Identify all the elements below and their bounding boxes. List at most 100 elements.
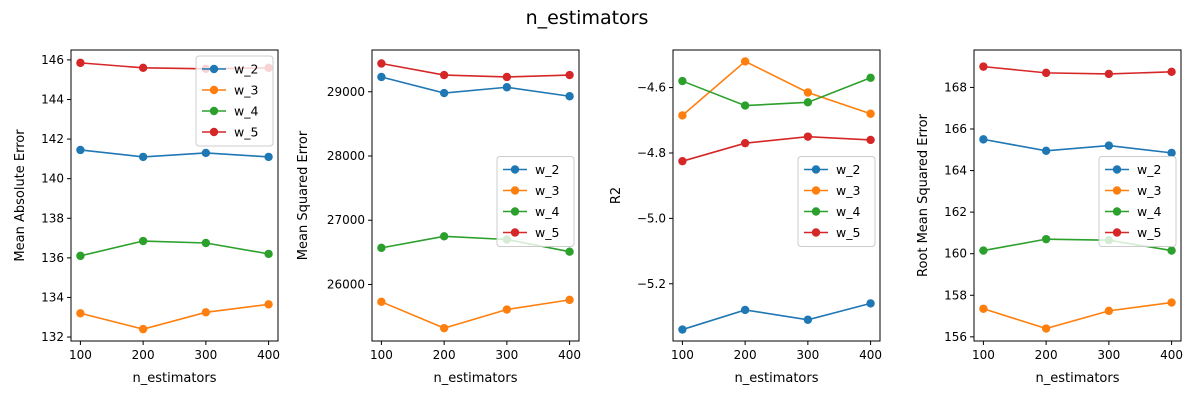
legend-swatch-marker: [1112, 207, 1122, 216]
x-tick-label: 100: [370, 348, 393, 362]
series-line-w_3: [681, 60, 871, 116]
data-point-w_3: [565, 295, 574, 305]
series-line-w_5: [381, 62, 570, 78]
series-line-w_2: [381, 76, 570, 98]
legend-swatch-marker: [1112, 228, 1122, 237]
series-line-w_5: [983, 65, 1172, 75]
legend-swatch-marker: [811, 165, 821, 174]
data-point-w_5: [377, 59, 386, 68]
x-axis-label: n_estimators: [132, 371, 216, 386]
x-tick-label: 400: [1160, 348, 1183, 362]
data-point-w_3: [1104, 306, 1114, 316]
data-point-w_2: [1041, 146, 1051, 156]
legend-label: w_3: [535, 183, 559, 198]
legend-label: w_4: [1137, 204, 1161, 219]
legend-swatch-marker: [811, 228, 821, 237]
y-tick-label: −4.8: [637, 146, 666, 160]
legend-swatch-marker: [1112, 165, 1122, 174]
legend: w_2 w_3 w_4 w_5: [797, 156, 876, 247]
series-line-w_2: [80, 149, 269, 158]
chart-panel-1: 100 200 300 400 n_estimators 132 134 136 138 140 1…: [13, 49, 280, 386]
y-axis-label: R2: [609, 187, 624, 204]
legend-label: w_2: [1137, 162, 1161, 177]
data-point-w_5: [979, 62, 988, 71]
series-line-w_4: [80, 240, 269, 257]
data-point-w_3: [502, 305, 512, 314]
data-point-w_3: [979, 304, 988, 313]
x-axis-label: n_estimators: [734, 371, 818, 386]
series-line-w_2: [983, 138, 1172, 154]
legend-swatch-marker: [811, 207, 821, 216]
y-tick-label: 146: [41, 53, 64, 67]
y-tick-label: −5.0: [637, 211, 666, 225]
y-axis-label: Mean Squared Error: [296, 130, 311, 260]
x-tick-label: 400: [558, 348, 581, 362]
y-tick-label: 158: [944, 288, 967, 302]
data-point-w_3: [678, 111, 687, 120]
y-tick-label: 132: [41, 330, 64, 344]
chart-panel-2: 100 200 300 400 n_estimators 26000 27000 28000 2…: [296, 49, 581, 386]
legend-label: w_3: [234, 83, 258, 98]
data-point-w_4: [1041, 234, 1051, 244]
data-point-w_4: [76, 251, 85, 261]
data-point-w_4: [979, 246, 988, 255]
data-point-w_4: [678, 76, 687, 86]
y-tick-label: 28000: [327, 149, 365, 163]
x-tick-label: 300: [796, 348, 819, 362]
data-point-w_5: [439, 70, 449, 80]
data-point-w_5: [803, 132, 813, 141]
data-point-w_5: [565, 70, 574, 80]
data-point-w_4: [201, 238, 211, 248]
legend-swatch-marker: [209, 127, 219, 137]
data-point-w_2: [264, 152, 273, 162]
legend-label: w_2: [234, 62, 258, 77]
x-tick-label: 200: [132, 348, 155, 362]
data-point-w_2: [138, 152, 148, 162]
data-point-w_3: [803, 88, 813, 97]
data-point-w_3: [138, 324, 148, 334]
data-point-w_2: [1167, 148, 1176, 158]
x-tick-label: 400: [859, 348, 882, 362]
series-line-w_4: [682, 77, 871, 107]
legend-label: w_4: [836, 204, 860, 219]
y-tick-label: 166: [944, 122, 967, 136]
data-point-w_2: [866, 299, 875, 308]
legend-swatch-marker: [510, 207, 520, 216]
data-point-w_5: [138, 63, 148, 73]
data-point-w_5: [1104, 69, 1114, 79]
chart-panel-3: 100 200 300 400 n_estimators −5.2 −5.0 −4.8 −4.6…: [609, 49, 882, 386]
legend-box: [195, 55, 274, 147]
y-tick-label: 160: [944, 247, 967, 261]
legend-label: w_3: [1137, 183, 1161, 198]
y-tick-label: 164: [944, 164, 967, 178]
x-tick-label: 300: [194, 348, 217, 362]
data-point-w_2: [502, 83, 512, 92]
legend-swatch-marker: [510, 165, 520, 174]
x-axis-label: n_estimators: [433, 371, 517, 386]
plot-frame: [70, 49, 279, 342]
legend-box: [797, 156, 876, 247]
x-tick-label: 200: [1035, 348, 1058, 362]
series-line-w_2: [682, 302, 871, 331]
legend-label: w_3: [836, 183, 860, 198]
y-tick-label: 168: [944, 80, 967, 94]
x-tick-label: 200: [433, 348, 456, 362]
data-point-w_2: [565, 92, 574, 101]
plot-frame: [973, 49, 1182, 342]
y-tick-label: 136: [41, 251, 64, 265]
data-point-w_3: [201, 308, 211, 317]
x-tick-label: 300: [1097, 348, 1120, 362]
legend-swatch-marker: [209, 64, 219, 74]
data-point-w_3: [76, 309, 85, 318]
data-point-w_5: [1041, 68, 1051, 78]
data-point-w_4: [1167, 246, 1176, 255]
x-axis-label: n_estimators: [1035, 371, 1119, 386]
series-line-w_3: [381, 299, 570, 330]
data-point-w_5: [678, 156, 687, 166]
legend-swatch-marker: [811, 186, 821, 195]
y-tick-label: 26000: [327, 277, 365, 291]
y-tick-label: 138: [41, 211, 64, 225]
data-point-w_3: [866, 109, 875, 118]
